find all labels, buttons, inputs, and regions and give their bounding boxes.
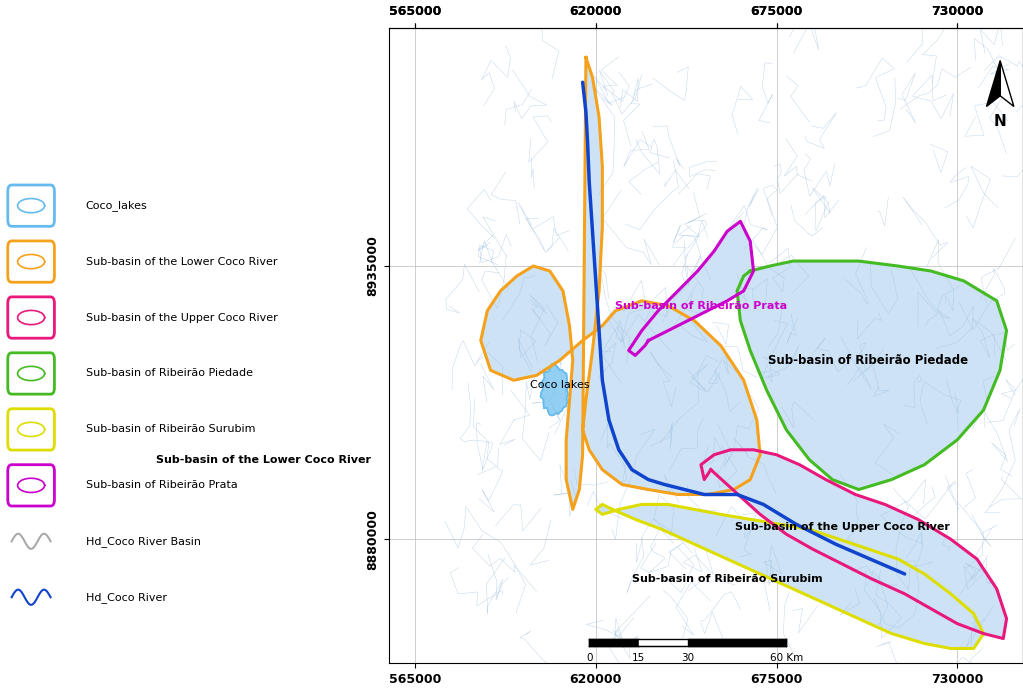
Text: Coco_lakes: Coco_lakes: [86, 200, 147, 211]
Polygon shape: [629, 221, 754, 355]
Text: 15: 15: [632, 654, 646, 663]
Text: Sub-basin of Ribeírão Prata: Sub-basin of Ribeírão Prata: [615, 301, 787, 311]
Text: Hd_Coco River: Hd_Coco River: [86, 591, 167, 603]
Text: Sub-basin of Ribeirão Piedade: Sub-basin of Ribeirão Piedade: [768, 354, 969, 367]
Text: 0: 0: [586, 654, 592, 663]
Text: 60 Km: 60 Km: [769, 654, 803, 663]
Polygon shape: [986, 61, 1000, 106]
Text: Sub-basin of the Upper Coco River: Sub-basin of the Upper Coco River: [735, 522, 949, 532]
FancyBboxPatch shape: [8, 297, 54, 338]
FancyBboxPatch shape: [8, 241, 54, 282]
Polygon shape: [595, 504, 983, 648]
Text: Sub-basin of Ribeirão Prata: Sub-basin of Ribeirão Prata: [86, 480, 237, 491]
Polygon shape: [701, 450, 1007, 638]
Text: N: N: [993, 114, 1007, 129]
Text: Sub-basin of the Upper Coco River: Sub-basin of the Upper Coco River: [86, 312, 277, 323]
Polygon shape: [481, 57, 760, 509]
Text: Coco lakes: Coco lakes: [530, 380, 589, 390]
Polygon shape: [1000, 61, 1014, 106]
Polygon shape: [540, 364, 569, 415]
Text: Sub-basin of Ribeirão Piedade: Sub-basin of Ribeirão Piedade: [86, 368, 253, 379]
FancyBboxPatch shape: [8, 409, 54, 450]
FancyBboxPatch shape: [8, 185, 54, 227]
Text: Hd_Coco River Basin: Hd_Coco River Basin: [86, 536, 201, 547]
Text: 30: 30: [681, 654, 695, 663]
Text: Sub-basin of Ribeirão Surubim: Sub-basin of Ribeirão Surubim: [632, 574, 822, 584]
Text: Sub-basin of Ribeirão Surubim: Sub-basin of Ribeirão Surubim: [86, 424, 255, 435]
FancyBboxPatch shape: [8, 353, 54, 394]
Polygon shape: [738, 261, 1007, 489]
FancyBboxPatch shape: [8, 464, 54, 506]
Text: Sub-basin of the Lower Coco River: Sub-basin of the Lower Coco River: [86, 256, 277, 267]
Text: Sub-basin of the Lower Coco River: Sub-basin of the Lower Coco River: [157, 455, 371, 465]
